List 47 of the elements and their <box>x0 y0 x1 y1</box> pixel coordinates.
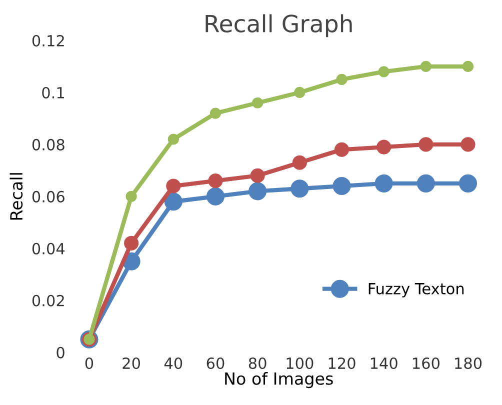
y-tick-label: 0.08 <box>32 138 64 150</box>
x-tick-label: 100 <box>286 357 314 370</box>
point <box>458 174 478 192</box>
x-axis-title: No of Images <box>225 372 333 388</box>
point <box>290 180 309 198</box>
point <box>374 174 393 192</box>
x-tick-label: 60 <box>206 357 224 370</box>
x-tick-label: 80 <box>248 357 266 370</box>
x-tick-label: 40 <box>164 357 182 370</box>
legend-label: Fuzzy Texton <box>368 283 464 298</box>
point <box>168 134 179 145</box>
point <box>336 74 348 86</box>
x-tick-label: 160 <box>413 357 440 370</box>
point <box>166 178 181 194</box>
x-tick-label: 180 <box>455 357 482 370</box>
point <box>126 190 137 202</box>
y-tick-label: 0.06 <box>32 190 64 202</box>
x-tick-label: 120 <box>328 357 356 370</box>
point <box>332 177 351 196</box>
point <box>416 174 435 192</box>
chart-title: Recall Graph <box>206 14 352 38</box>
y-tick-label: 0.1 <box>42 86 64 98</box>
point <box>460 137 476 152</box>
y-tick-label: 0.02 <box>32 294 64 306</box>
point <box>334 142 350 157</box>
point <box>208 174 223 188</box>
x-tick-label: 140 <box>370 357 398 370</box>
y-axis-title: Recall <box>10 173 23 220</box>
point <box>124 236 139 250</box>
x-tick-label: 0 <box>85 357 94 370</box>
x-tick-label: 20 <box>122 357 140 370</box>
point <box>462 60 474 72</box>
y-tick-label: 0 <box>56 346 64 358</box>
y-tick-label: 0.12 <box>32 34 64 47</box>
point <box>206 187 225 206</box>
point <box>248 182 267 200</box>
point <box>294 86 306 98</box>
y-tick-label: 0.04 <box>32 242 65 254</box>
point <box>292 155 307 170</box>
point <box>420 60 432 72</box>
point <box>376 140 392 154</box>
point <box>378 66 390 78</box>
point <box>418 137 434 152</box>
point <box>252 97 264 108</box>
point <box>210 108 222 119</box>
point <box>164 192 182 211</box>
point <box>250 168 265 183</box>
